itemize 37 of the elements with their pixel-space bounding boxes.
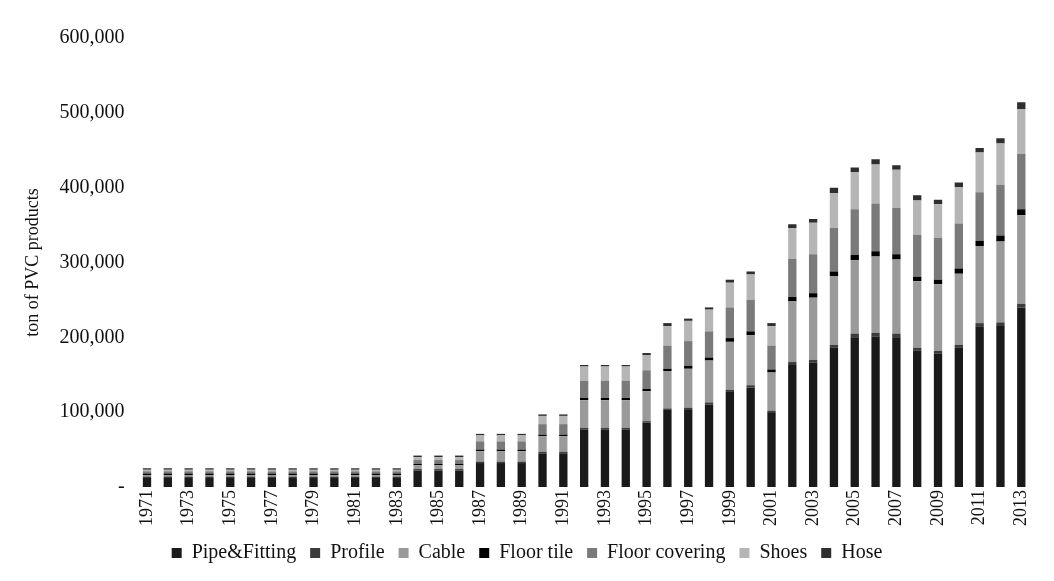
legend-label: Shoes bbox=[759, 540, 808, 563]
x-tick-label: 1977 bbox=[260, 490, 281, 526]
y-tick-label: 200,000 bbox=[59, 324, 125, 347]
x-tick-label: 1981 bbox=[343, 490, 364, 526]
x-tick-label: 1993 bbox=[593, 490, 614, 526]
x-tick-label: 1971 bbox=[135, 490, 156, 526]
x-tick-label: 1973 bbox=[177, 490, 198, 526]
x-tick-label: 2007 bbox=[885, 490, 906, 526]
x-tick-label: 1991 bbox=[552, 490, 573, 526]
legend-label: Floor tile bbox=[499, 540, 574, 563]
x-tick-label: 1979 bbox=[302, 490, 323, 526]
y-tick-label: 100,000 bbox=[59, 399, 125, 422]
y-tick-label: - bbox=[117, 474, 125, 497]
legend-label: Floor covering bbox=[607, 540, 726, 564]
x-tick-label: 2013 bbox=[1010, 490, 1031, 526]
legend-label: Hose bbox=[841, 540, 883, 563]
x-tick-label: 1987 bbox=[468, 490, 489, 526]
x-tick-label: 2005 bbox=[843, 490, 864, 526]
x-tick-label: 1983 bbox=[385, 490, 406, 526]
x-tick-label: 1995 bbox=[635, 490, 656, 526]
y-tick-label: 400,000 bbox=[59, 174, 125, 197]
y-tick-label: 600,000 bbox=[59, 25, 125, 48]
y-tick-label: 300,000 bbox=[59, 249, 125, 272]
x-tick-label: 2003 bbox=[801, 490, 822, 526]
x-tick-label: 1997 bbox=[676, 490, 697, 526]
legend-label: Pipe&Fitting bbox=[191, 540, 297, 564]
legend-label: Cable bbox=[418, 540, 466, 563]
x-tick-label: 2001 bbox=[760, 490, 781, 526]
y-tick-label: 500,000 bbox=[59, 100, 125, 123]
y-axis-title: ton of PVC products bbox=[21, 188, 42, 337]
x-tick-label: 2009 bbox=[926, 490, 947, 526]
x-tick-label: 1999 bbox=[718, 490, 739, 526]
x-tick-label: 2011 bbox=[968, 490, 989, 526]
x-tick-label: 1985 bbox=[427, 490, 448, 526]
x-tick-label: 1989 bbox=[510, 490, 531, 526]
x-tick-label: 1975 bbox=[219, 490, 240, 526]
legend-label: Profile bbox=[330, 540, 385, 563]
